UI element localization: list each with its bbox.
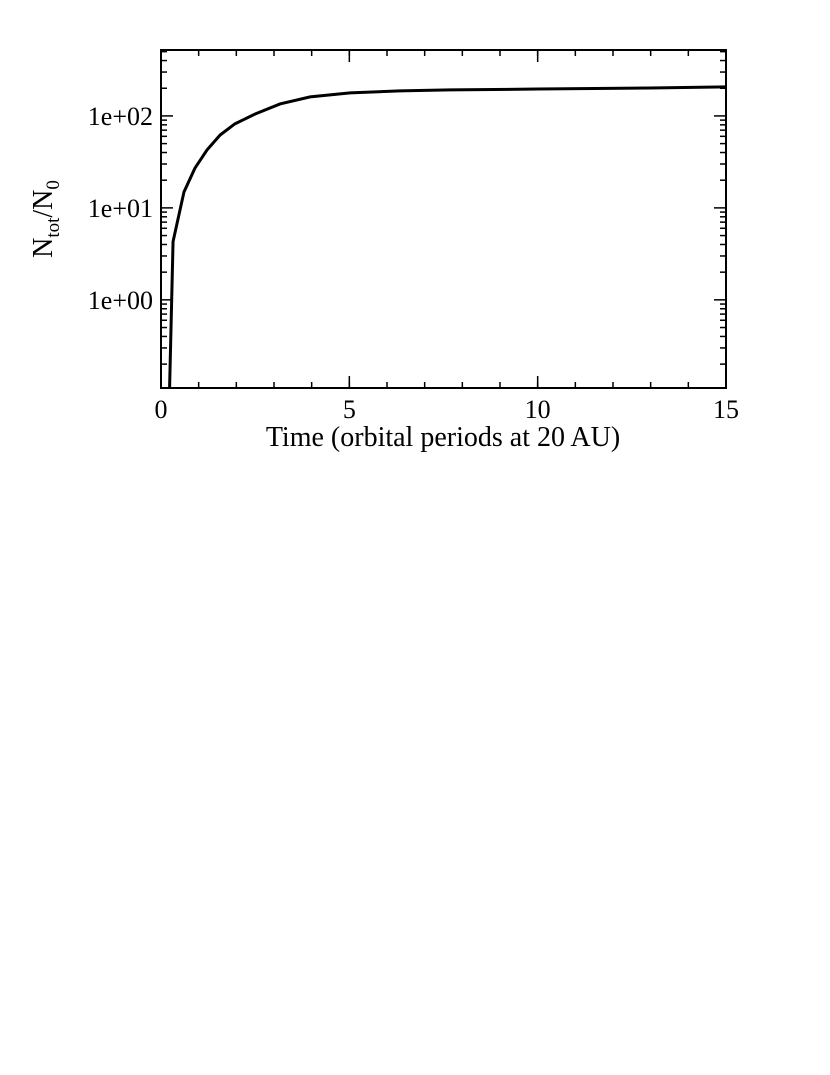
x-tick-label: 10 xyxy=(525,395,551,424)
y-label-sub: 0 xyxy=(43,180,64,190)
y-tick-label: 1e+00 xyxy=(88,286,153,315)
data-line xyxy=(168,85,726,388)
y-axis-label: Ntot/N0 xyxy=(28,180,64,258)
x-axis-label: Time (orbital periods at 20 AU) xyxy=(266,422,620,453)
plot-frame xyxy=(160,49,727,389)
y-label-part: /N xyxy=(28,190,59,218)
x-tick-label: 0 xyxy=(155,395,168,424)
y-tick-label: 1e+02 xyxy=(88,102,153,131)
x-tick-label: 15 xyxy=(713,395,739,424)
x-tick-label: 5 xyxy=(343,395,356,424)
y-label-part: N xyxy=(28,238,59,258)
y-label-sub: tot xyxy=(43,217,64,238)
y-tick-label: 1e+01 xyxy=(88,194,153,223)
